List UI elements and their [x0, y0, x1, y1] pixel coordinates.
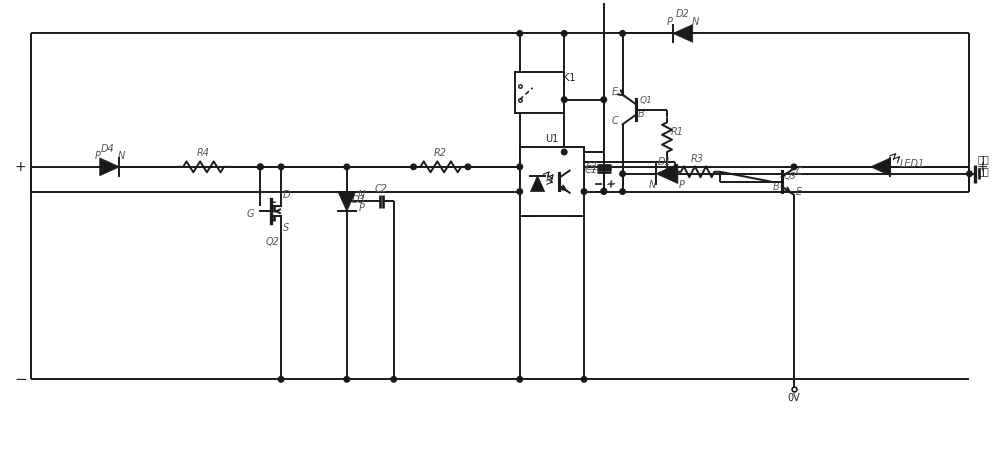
- Text: B: B: [637, 109, 644, 119]
- Text: C: C: [611, 116, 618, 126]
- Circle shape: [344, 164, 350, 169]
- Text: P: P: [359, 203, 365, 213]
- Circle shape: [278, 377, 284, 382]
- Text: R3: R3: [691, 154, 704, 164]
- Circle shape: [601, 189, 607, 194]
- Circle shape: [620, 189, 625, 194]
- Text: LED1: LED1: [900, 159, 925, 169]
- Bar: [515, 72, 564, 113]
- Circle shape: [967, 171, 972, 177]
- Circle shape: [517, 164, 523, 169]
- Text: Q1: Q1: [639, 96, 652, 105]
- Circle shape: [411, 164, 416, 169]
- Text: −: −: [14, 372, 27, 387]
- Text: D: D: [282, 189, 290, 199]
- Circle shape: [391, 377, 397, 382]
- Text: Q3: Q3: [784, 172, 797, 181]
- Circle shape: [601, 188, 607, 194]
- Text: N: N: [118, 151, 125, 161]
- Text: P: P: [667, 17, 673, 27]
- Text: K1: K1: [563, 73, 575, 83]
- Polygon shape: [871, 158, 890, 176]
- Text: N: N: [358, 189, 365, 199]
- Text: C1: C1: [585, 162, 598, 172]
- Circle shape: [791, 164, 797, 169]
- Text: D4: D4: [101, 144, 115, 154]
- Text: R1: R1: [670, 127, 683, 137]
- Text: C1: C1: [584, 165, 597, 175]
- Text: Q2: Q2: [265, 237, 279, 247]
- Circle shape: [344, 377, 350, 382]
- Circle shape: [620, 171, 625, 177]
- Text: C2: C2: [375, 184, 388, 194]
- Circle shape: [581, 189, 587, 194]
- Text: G: G: [247, 209, 254, 219]
- Bar: [520, 147, 584, 216]
- Text: +: +: [976, 160, 988, 174]
- Circle shape: [561, 30, 567, 36]
- Text: N: N: [649, 179, 656, 189]
- Text: P: P: [679, 179, 685, 189]
- Circle shape: [258, 164, 263, 169]
- Circle shape: [517, 189, 523, 194]
- Polygon shape: [530, 176, 545, 191]
- Circle shape: [258, 164, 263, 169]
- Text: N: N: [692, 17, 699, 27]
- Circle shape: [344, 198, 350, 204]
- Text: D2: D2: [676, 9, 690, 19]
- Text: B: B: [773, 182, 780, 192]
- Circle shape: [517, 377, 523, 382]
- Circle shape: [278, 164, 284, 169]
- Polygon shape: [338, 191, 356, 211]
- Circle shape: [517, 30, 523, 36]
- Circle shape: [561, 149, 567, 155]
- Polygon shape: [673, 25, 693, 42]
- Text: E: E: [796, 187, 802, 197]
- Text: −: −: [594, 178, 604, 188]
- Text: D3: D3: [352, 196, 366, 206]
- Text: 电压: 电压: [977, 166, 989, 176]
- Text: U1: U1: [545, 134, 559, 144]
- Text: +: +: [607, 178, 616, 188]
- Text: +: +: [606, 179, 615, 189]
- Text: +: +: [15, 160, 26, 174]
- Text: S: S: [283, 223, 289, 233]
- Polygon shape: [100, 158, 119, 176]
- Text: R4: R4: [197, 148, 210, 158]
- Text: R2: R2: [434, 148, 447, 158]
- Text: 直流: 直流: [977, 154, 989, 164]
- Text: 0V: 0V: [788, 393, 800, 403]
- Text: −: −: [594, 179, 604, 189]
- Text: D1: D1: [658, 157, 672, 167]
- Text: E: E: [612, 87, 618, 97]
- Circle shape: [581, 377, 587, 382]
- Circle shape: [561, 97, 567, 102]
- Text: P: P: [95, 151, 101, 161]
- Circle shape: [620, 30, 625, 36]
- Polygon shape: [656, 164, 678, 184]
- Text: C: C: [795, 168, 802, 178]
- Circle shape: [601, 97, 607, 102]
- Circle shape: [465, 164, 471, 169]
